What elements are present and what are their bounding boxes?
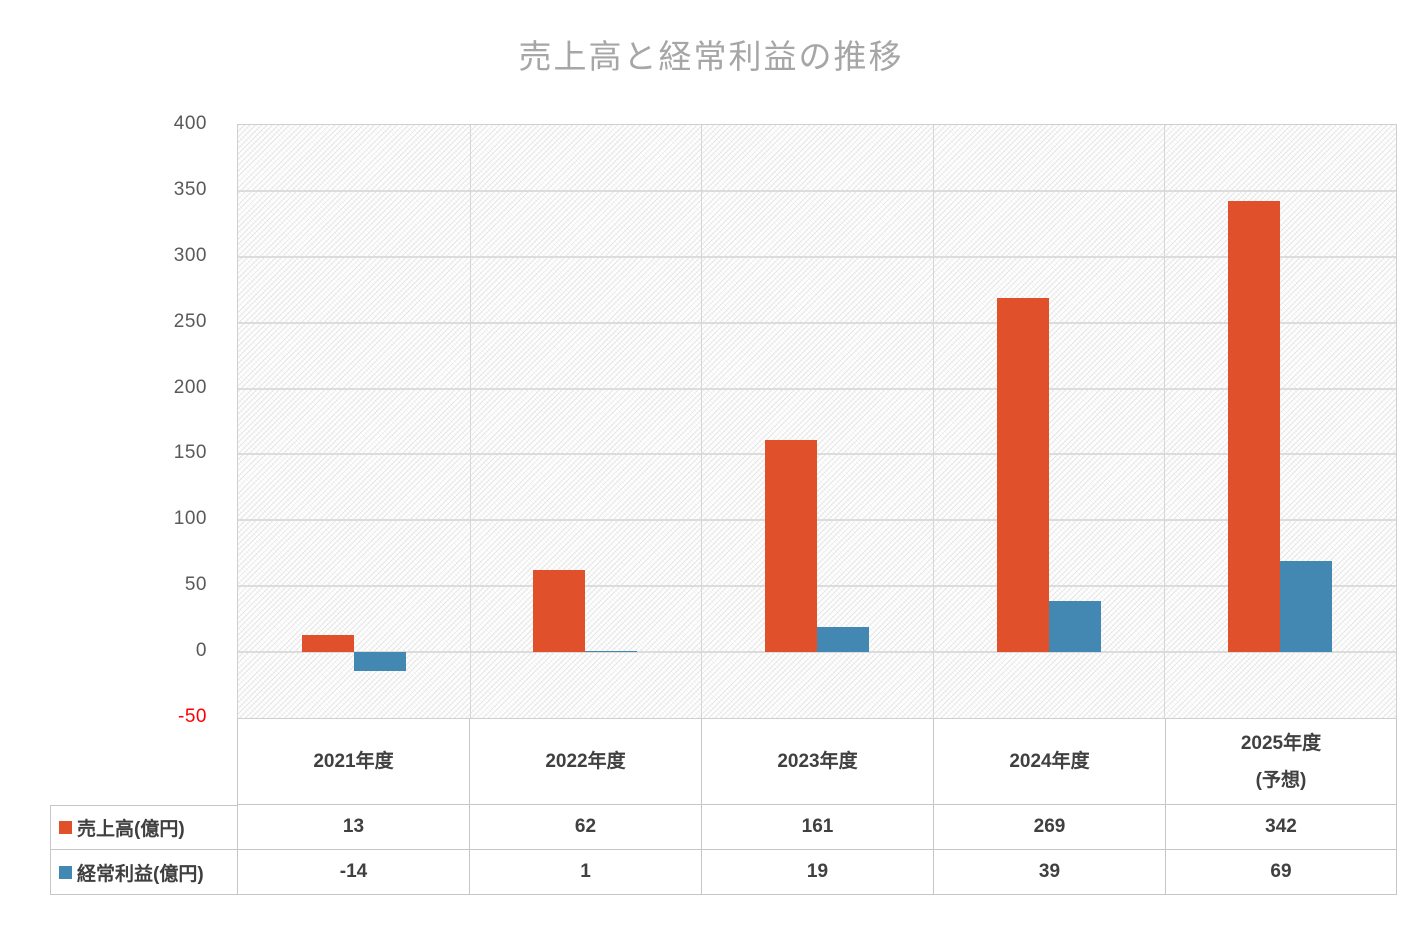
gridline (238, 321, 1396, 324)
category-cell: 2024年度 (933, 719, 1165, 805)
column-divider (469, 125, 471, 718)
plot-area (237, 124, 1397, 719)
category-cell: 2021年度 (237, 719, 469, 805)
value-cell: 342 (1165, 805, 1397, 850)
category-cell: 2025年度 (予想) (1165, 719, 1397, 805)
bar-series0-cat0 (301, 634, 354, 653)
category-label-line: 2025年度 (1240, 732, 1322, 754)
data-table: 2021年度 2022年度 2023年度 2024年度 2025年度 (予想) 売上高(億円… (50, 719, 1397, 895)
series-name-label: 経常利益(億円) (77, 863, 204, 885)
y-axis-tick-label: 0 (195, 640, 207, 662)
gridline (238, 651, 1396, 654)
category-cell: 2023年度 (701, 719, 933, 805)
bar-series1-cat1 (585, 650, 638, 653)
series-name-cell: 売上高(億円) (50, 805, 237, 850)
column-divider (932, 125, 934, 718)
value-cell: 39 (933, 850, 1165, 895)
y-axis-tick-label: 100 (173, 508, 207, 530)
gridline (238, 255, 1396, 258)
value-cell: -14 (237, 850, 469, 895)
gridline (238, 189, 1396, 192)
column-divider (701, 125, 703, 718)
column-divider (1164, 125, 1166, 718)
table-corner-cell (50, 719, 237, 805)
y-axis-tick-label: 200 (173, 376, 207, 398)
y-axis-tick-label: 300 (173, 244, 207, 266)
y-axis-tick-label: -50 (178, 706, 207, 727)
category-label-line: (予想) (1255, 769, 1307, 791)
value-cell: 269 (933, 805, 1165, 850)
bar-series1-cat0 (353, 652, 406, 671)
series-name-cell: 経常利益(億円) (50, 850, 237, 895)
bar-series0-cat3 (996, 297, 1049, 653)
gridline (238, 585, 1396, 588)
gridline (238, 453, 1396, 456)
legend-swatch-icon (59, 821, 72, 834)
value-cell: 1 (469, 850, 701, 895)
series-name-label: 売上高(億円) (77, 819, 185, 840)
gridline (238, 519, 1396, 522)
category-label-line: 2024年度 (1009, 751, 1090, 772)
y-axis-tick-label: 50 (184, 574, 207, 596)
value-cell: 13 (237, 805, 469, 850)
bar-series1-cat4 (1280, 561, 1333, 653)
y-axis-tick-label: 250 (173, 310, 207, 332)
category-cell: 2022年度 (469, 719, 701, 805)
chart-title: 売上高と経常利益の推移 (518, 38, 904, 75)
y-axis-tick-label: 400 (173, 113, 207, 134)
bar-series0-cat1 (533, 570, 586, 653)
category-label-line: 2021年度 (313, 751, 394, 772)
value-cell: 19 (701, 850, 933, 895)
bar-series0-cat4 (1228, 201, 1281, 653)
gridline (238, 387, 1396, 390)
value-cell: 62 (469, 805, 701, 850)
y-axis-tick-label: 150 (173, 442, 207, 464)
category-label-line: 2023年度 (777, 751, 858, 772)
bar-series1-cat2 (817, 627, 869, 653)
category-label-line: 2022年度 (545, 751, 626, 772)
y-axis-tick-label: 350 (173, 178, 207, 200)
legend-swatch-icon (59, 865, 72, 879)
value-cell: 69 (1165, 850, 1397, 895)
value-cell: 161 (701, 805, 933, 850)
y-axis: 400 350 300 250 200 150 100 50 0 -50 (0, 113, 207, 727)
bar-series1-cat3 (1048, 600, 1101, 653)
bar-series0-cat2 (765, 439, 817, 653)
